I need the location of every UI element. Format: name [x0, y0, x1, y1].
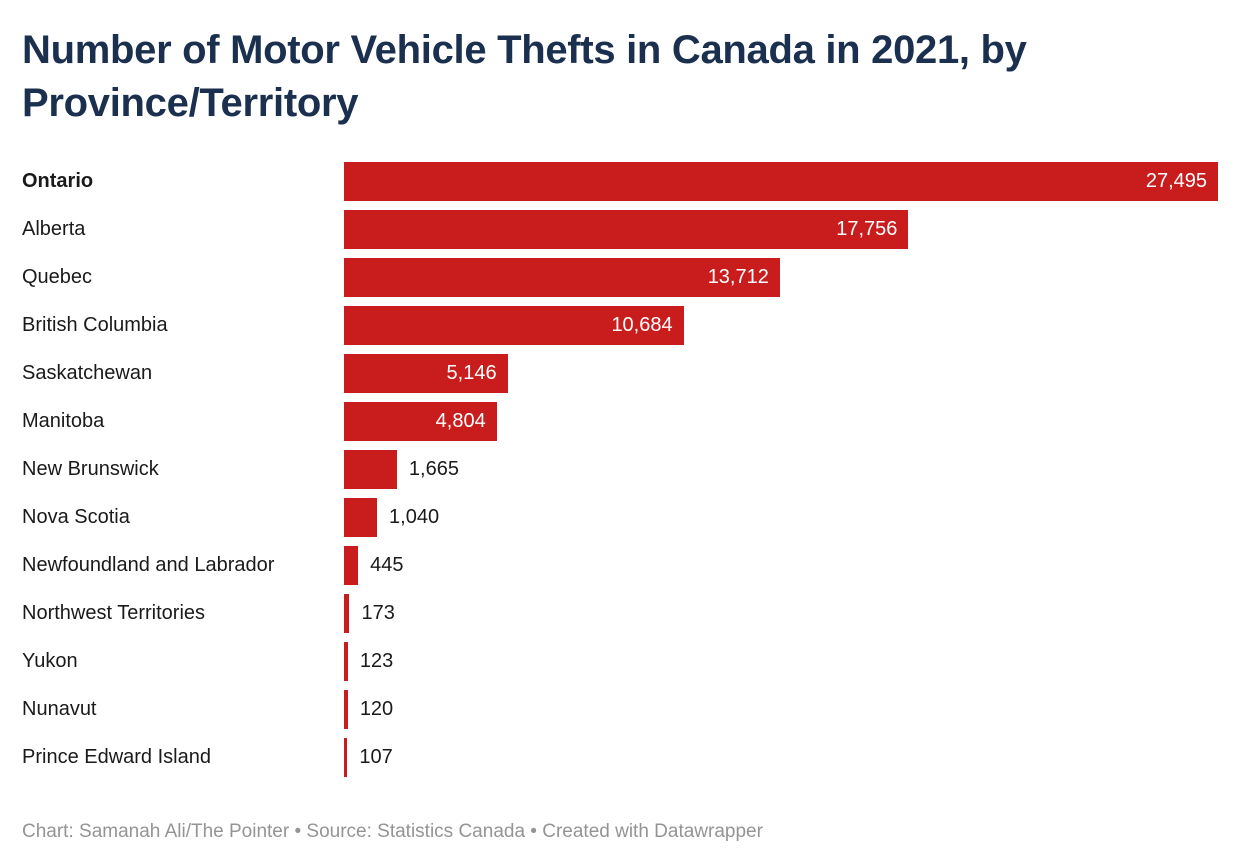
- bar-track: 107: [344, 737, 1218, 777]
- bar: [344, 689, 348, 729]
- bar-row: British Columbia 10,684: [22, 305, 1218, 345]
- category-label: Ontario: [22, 170, 94, 193]
- value-label: 1,665: [408, 457, 459, 480]
- value-label: 123: [359, 649, 394, 672]
- bar: [344, 593, 350, 633]
- bar: [344, 737, 348, 777]
- bar-track: 4,804: [344, 401, 1218, 441]
- bar-track: 173: [344, 593, 1218, 633]
- chart-title: Number of Motor Vehicle Thefts in Canada…: [22, 28, 1027, 125]
- bar-track: 1,040: [344, 497, 1218, 537]
- value-label: 1,040: [389, 505, 440, 528]
- bar: 17,756: [344, 209, 909, 249]
- category-label: Nova Scotia: [22, 506, 130, 529]
- bar-row: Northwest Territories 173: [22, 593, 1218, 633]
- value-label: 27,495: [1145, 169, 1207, 192]
- bar-row: Ontario 27,495: [22, 161, 1218, 201]
- bar-row: Prince Edward Island 107: [22, 737, 1218, 777]
- value-label: 10,684: [611, 313, 673, 336]
- category-label: Quebec: [22, 266, 93, 289]
- value-label: 17,756: [836, 217, 898, 240]
- bar-row: Yukon 123: [22, 641, 1218, 681]
- bar-chart: Ontario 27,495 Alberta 17,756 Quebec 13,712 Br…: [22, 161, 1218, 777]
- category-label: Nunavut: [22, 698, 97, 721]
- category-label: Prince Edward Island: [22, 746, 211, 769]
- value-label: 107: [359, 745, 393, 768]
- bar-track: 445: [344, 545, 1218, 585]
- bar-track: 5,146: [344, 353, 1218, 393]
- value-label: 4,804: [435, 409, 486, 432]
- bar-track: 123: [344, 641, 1218, 681]
- category-label: British Columbia: [22, 314, 168, 337]
- category-label: Northwest Territories: [22, 602, 206, 625]
- bar-row: Manitoba 4,804: [22, 401, 1218, 441]
- bar: [344, 641, 348, 681]
- value-label: 120: [359, 697, 394, 720]
- value-label: 5,146: [446, 361, 497, 384]
- category-label: Yukon: [22, 650, 78, 673]
- category-label: New Brunswick: [22, 458, 159, 481]
- value-label: 445: [370, 553, 404, 576]
- bar: 4,804: [344, 401, 497, 441]
- bar: 13,712: [344, 257, 780, 297]
- bar-track: 1,665: [344, 449, 1218, 489]
- bar-track: 13,712: [344, 257, 1218, 297]
- bar: 27,495: [344, 161, 1218, 201]
- category-label: Saskatchewan: [22, 362, 153, 385]
- bar-track: 120: [344, 689, 1218, 729]
- bar-row: Nova Scotia 1,040: [22, 497, 1218, 537]
- bar-row: Alberta 17,756: [22, 209, 1218, 249]
- category-label: Alberta: [22, 218, 86, 241]
- bar-row: New Brunswick 1,665: [22, 449, 1218, 489]
- bar-row: Nunavut 120: [22, 689, 1218, 729]
- bar: [344, 545, 359, 585]
- bar: 5,146: [344, 353, 508, 393]
- chart-footer-credits: Chart: Samanah Ali/The Pointer • Source:…: [22, 820, 763, 842]
- bar-row: Newfoundland and Labrador 445: [22, 545, 1218, 585]
- bar: 10,684: [344, 305, 684, 345]
- bar-row: Quebec 13,712: [22, 257, 1218, 297]
- category-label: Newfoundland and Labrador: [22, 554, 275, 577]
- bar: [344, 449, 397, 489]
- bar-track: 10,684: [344, 305, 1218, 345]
- bar-track: 17,756: [344, 209, 1218, 249]
- bar: [344, 497, 378, 537]
- category-label: Manitoba: [22, 410, 105, 433]
- bar-row: Saskatchewan 5,146: [22, 353, 1218, 393]
- value-label: 13,712: [707, 265, 769, 288]
- bar-track: 27,495: [344, 161, 1218, 201]
- value-label: 173: [361, 601, 395, 624]
